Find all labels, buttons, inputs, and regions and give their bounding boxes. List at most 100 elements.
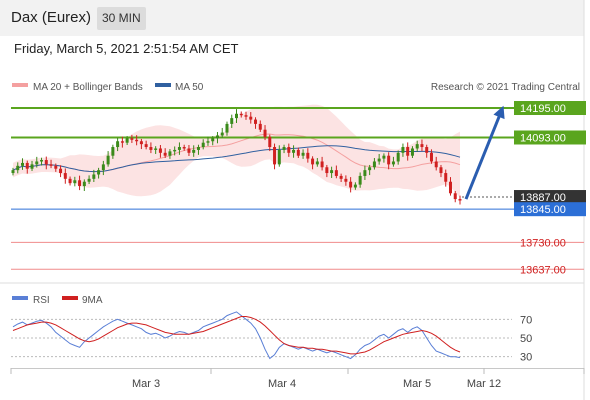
candle-body (301, 152, 305, 156)
candle-body (434, 161, 438, 168)
candle-body (325, 167, 329, 174)
instrument-title: Dax (Eurex) (11, 9, 92, 26)
credit-text: Research © 2021 Trading Central (431, 82, 580, 93)
rsi-ma-legend-label: 9MA (82, 295, 103, 306)
interval-button[interactable]: 30 MIN (97, 7, 146, 30)
candle-body (249, 116, 253, 120)
forecast-arrow-head (493, 105, 505, 120)
level-tag-bg (514, 130, 586, 145)
candle-body (144, 144, 148, 148)
candle-body (453, 193, 457, 200)
candle-body (244, 115, 248, 117)
candle-body (225, 123, 229, 133)
bb-legend-label: MA 20 + Bollinger Bands (33, 82, 143, 93)
candle-body (439, 167, 443, 174)
candle-body (220, 132, 224, 136)
candle-body (368, 167, 372, 171)
candle-body (277, 149, 281, 165)
level-tag-bg (514, 190, 586, 205)
moving-averages (12, 145, 461, 173)
rsi-legend-label: RSI (33, 295, 50, 306)
candle-body (63, 173, 67, 179)
candle-body (215, 135, 219, 139)
x-tick-label: Mar 3 (132, 378, 160, 390)
candle-body (196, 147, 200, 150)
candle-body (16, 165, 20, 171)
candle-body (206, 141, 210, 143)
candle-body (292, 149, 296, 153)
candle-body (263, 129, 267, 137)
candle-body (320, 161, 324, 168)
candle-body (101, 164, 105, 171)
chart-header: Dax (Eurex) 30 MIN (0, 0, 584, 36)
candle-body (158, 148, 162, 153)
candle-body (391, 161, 395, 165)
level-label: 14093.00 (520, 132, 566, 144)
rsi-ma-line (12, 316, 461, 355)
candle-body (54, 165, 58, 169)
candle-body (163, 152, 167, 156)
candle-body (211, 138, 215, 142)
rsi-tick-label: 30 (520, 352, 532, 364)
candle-body (287, 147, 291, 153)
candle-body (139, 141, 143, 145)
candle-body (154, 148, 158, 150)
candle-body (168, 151, 172, 156)
candle-body (315, 161, 319, 165)
candle-body (372, 161, 376, 168)
candle-body (116, 141, 120, 148)
candle-body (59, 168, 63, 174)
candle-body (21, 162, 25, 166)
candle-body (235, 113, 238, 119)
candle-body (415, 144, 419, 149)
candle-body (458, 199, 462, 201)
candle-body (239, 113, 243, 116)
x-axis-line (11, 368, 584, 369)
ma50-line (12, 145, 461, 173)
rsi-tick-label: 50 (520, 333, 532, 345)
candle-body (120, 141, 124, 143)
level-tag-bg (514, 101, 586, 116)
candle-body (135, 139, 139, 142)
candle-body (173, 149, 177, 152)
bb-legend-swatch (12, 83, 28, 87)
candle-body (149, 147, 153, 150)
candle-body (311, 158, 315, 165)
bollinger-band-area (13, 104, 460, 198)
candle-body (349, 181, 353, 188)
level-tag-bg (514, 202, 586, 217)
candle-body (387, 155, 391, 165)
candle-body (420, 144, 424, 148)
candle-body (330, 170, 334, 174)
candle-body (353, 184, 357, 188)
candle-body (363, 170, 367, 176)
candle-body (258, 123, 262, 130)
candle-body (87, 178, 91, 182)
forecast-arrow (464, 105, 505, 200)
level-label: 14195.00 (520, 103, 566, 115)
candle-body (334, 170, 338, 176)
candle-body (92, 174, 96, 179)
candle-body (201, 142, 205, 148)
timestamp: Friday, March 5, 2021 2:51:54 AM CET (14, 41, 239, 56)
forecast-arrow-shaft (464, 108, 504, 200)
candles (11, 109, 462, 205)
candle-body (273, 147, 277, 165)
rsi-legend-swatch (12, 296, 28, 300)
level-label: 13730.00 (520, 237, 566, 249)
candle-body (177, 147, 181, 150)
candle-body (296, 149, 300, 156)
candle-body (282, 147, 286, 150)
candle-body (11, 170, 15, 174)
ma50-legend-label: MA 50 (175, 82, 204, 93)
rsi-ma-legend-swatch (62, 296, 78, 300)
candle-body (106, 155, 110, 165)
level-label: 13887.00 (520, 192, 566, 204)
candle-body (339, 175, 343, 179)
level-label: 13845.00 (520, 204, 566, 216)
candle-body (410, 148, 414, 156)
candle-body (30, 164, 34, 169)
candle-body (40, 160, 44, 162)
candle-body (268, 136, 272, 148)
